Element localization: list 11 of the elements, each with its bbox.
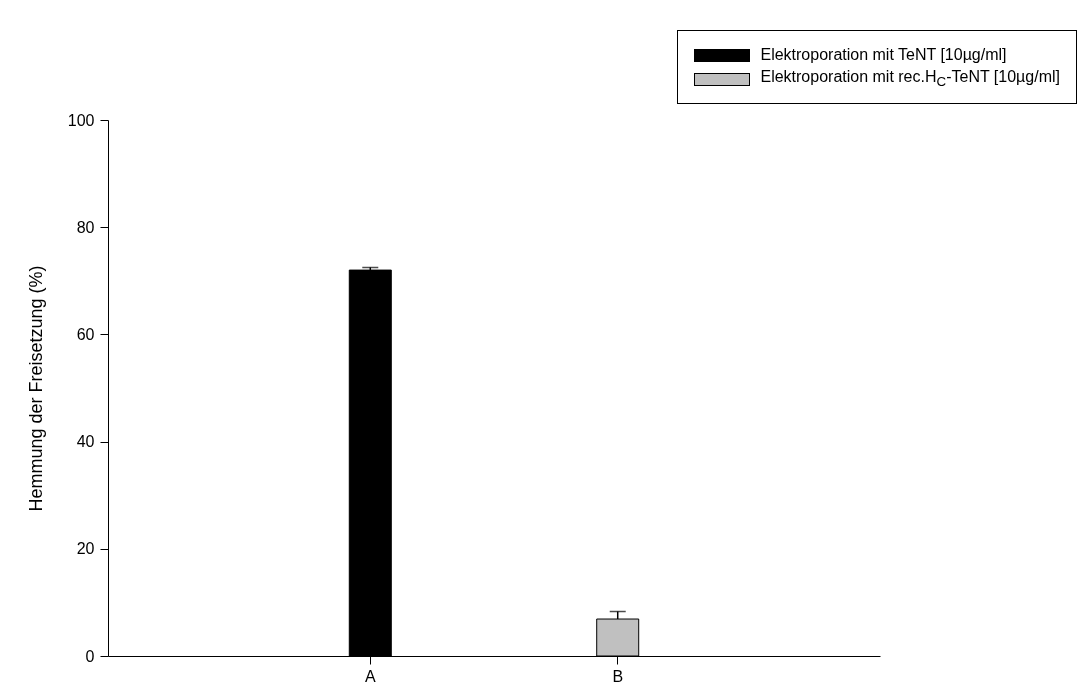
y-tick-label: 20: [76, 540, 95, 558]
y-tick-label: 80: [76, 218, 95, 236]
x-tick-label: A: [364, 667, 376, 685]
y-axis-title: Hemmung der Freisetzung (%): [25, 265, 46, 512]
x-tick-label: B: [612, 667, 624, 685]
y-tick-label: 0: [85, 647, 95, 665]
legend-label: Elektroporation mit TeNT [10µg/ml]: [760, 46, 1007, 64]
legend-label: Elektroporation mit rec.H$_{C}$-TeNT [10µg/ml]: [760, 68, 1060, 90]
y-tick-label: 60: [76, 325, 95, 343]
y-tick-label: 40: [76, 433, 95, 451]
y-tick-label: 100: [67, 111, 95, 129]
